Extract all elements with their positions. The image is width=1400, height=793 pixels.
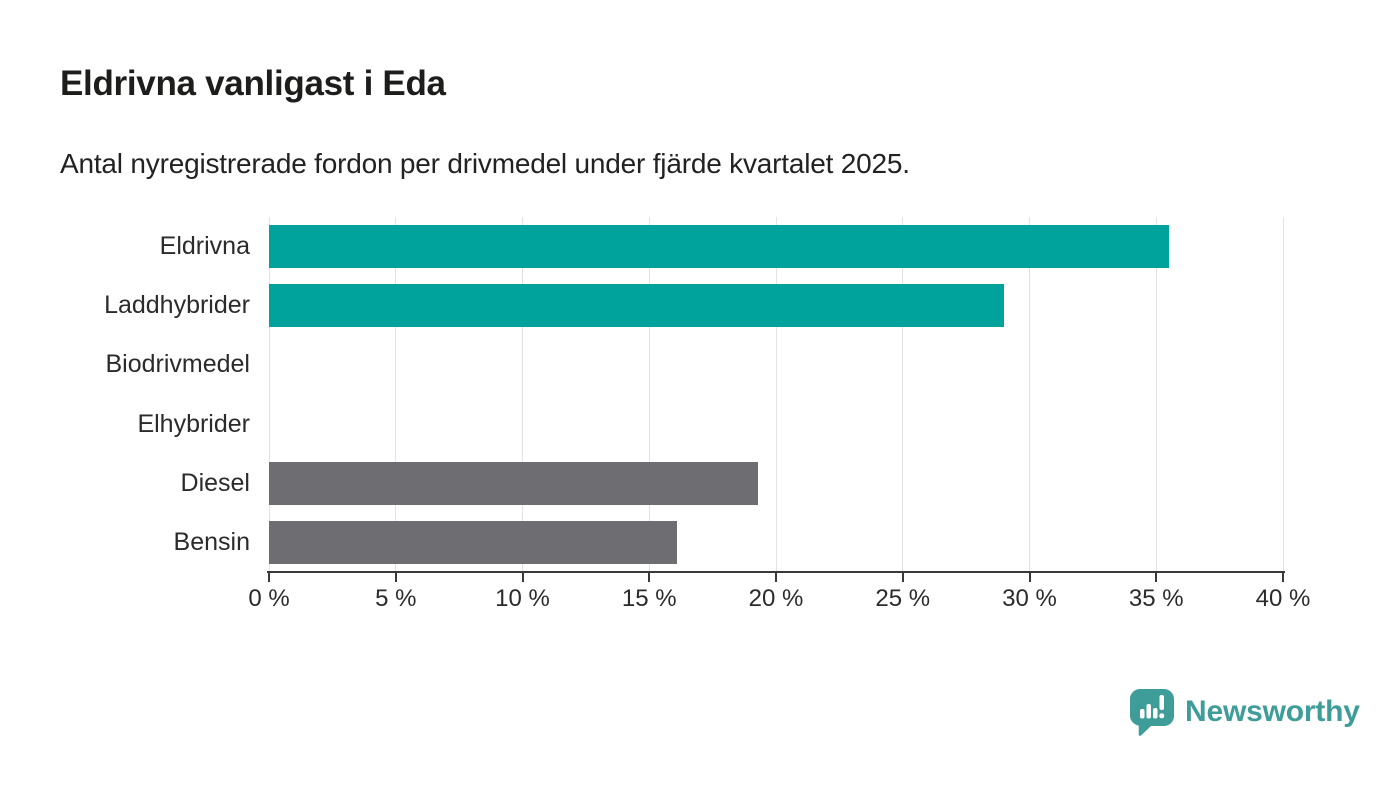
bar-laddhybrider — [269, 284, 1005, 328]
x-axis-line — [267, 571, 1285, 573]
x-axis-tick-label: 5 % — [375, 585, 417, 612]
category-label-biodrivmedel: Biodrivmedel — [105, 350, 250, 379]
x-axis-tick — [521, 573, 524, 582]
x-axis-tick-label: 40 % — [1255, 585, 1311, 612]
x-axis-tick — [901, 573, 904, 582]
x-axis-tick — [394, 573, 397, 582]
chart-title: Eldrivna vanligast i Eda — [60, 64, 446, 103]
x-axis-tick-label: 25 % — [875, 585, 931, 612]
category-label-eldrivna: Eldrivna — [159, 232, 250, 261]
bar-diesel — [269, 461, 759, 505]
category-label-diesel: Diesel — [180, 468, 250, 497]
newsworthy-logo-text: Newsworthy — [1185, 695, 1360, 728]
gridline — [395, 217, 397, 572]
x-axis-tick-label: 20 % — [748, 585, 804, 612]
category-label-laddhybrider: Laddhybrider — [104, 291, 250, 320]
bar-eldrivna — [269, 225, 1169, 269]
x-axis-tick-label: 10 % — [495, 585, 550, 612]
gridline — [1155, 217, 1157, 572]
gridline — [1282, 217, 1284, 572]
gridline — [522, 217, 523, 572]
x-axis-tick — [268, 573, 270, 582]
gridline — [1029, 217, 1030, 572]
newsworthy-logo[interactable]: Newsworthy — [1129, 688, 1360, 736]
category-label-bensin: Bensin — [173, 527, 250, 556]
newsworthy-logo-icon — [1129, 688, 1175, 736]
gridline — [775, 217, 777, 572]
x-axis-tick-label: 15 % — [621, 585, 677, 612]
gridline — [268, 217, 270, 572]
category-label-elhybrider: Elhybrider — [137, 409, 250, 438]
x-axis-tick — [775, 573, 777, 582]
gridline — [648, 217, 650, 572]
x-axis-tick — [1028, 573, 1031, 582]
x-axis-tick-label: 35 % — [1128, 585, 1184, 612]
chart-subtitle: Antal nyregistrerade fordon per drivmede… — [60, 148, 910, 179]
x-axis-tick — [1282, 573, 1284, 582]
x-axis-tick — [1155, 573, 1158, 582]
x-axis-tick-label: 0 % — [248, 585, 290, 612]
bar-bensin — [269, 520, 678, 564]
gridline — [902, 217, 904, 572]
x-axis-tick — [648, 573, 651, 582]
x-axis-tick-label: 30 % — [1002, 585, 1057, 612]
